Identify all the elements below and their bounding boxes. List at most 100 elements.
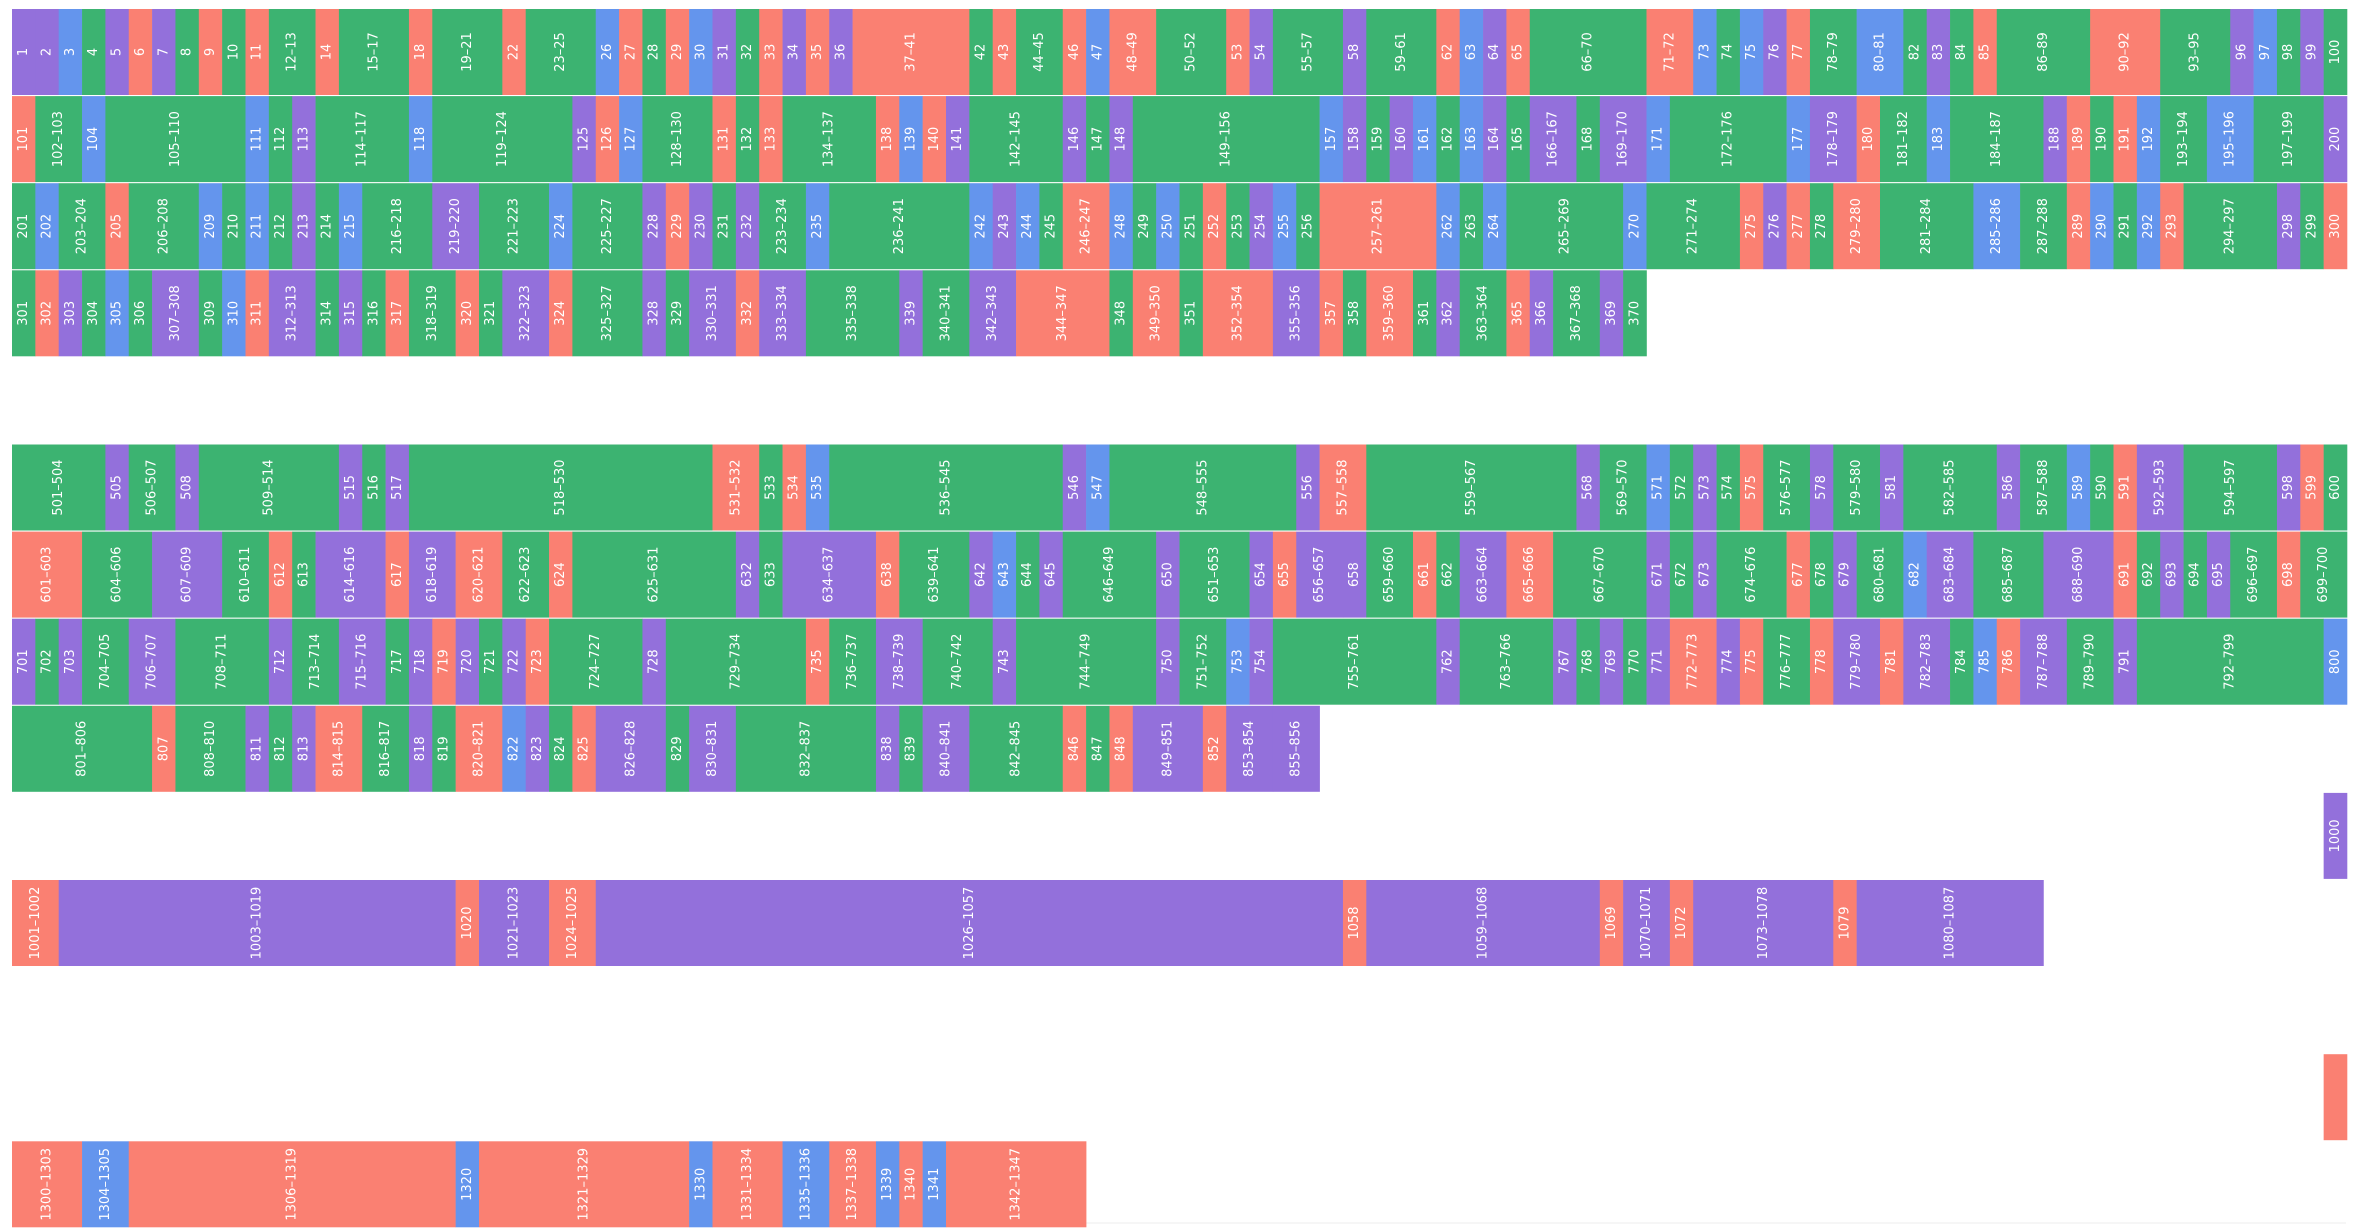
segment-642: 642: [969, 531, 993, 618]
segment-bar: [1669, 444, 1694, 531]
segment-bar: [2323, 183, 2348, 270]
segment-label: 1079: [1837, 906, 1852, 939]
segment-601–603: 601–603: [12, 531, 83, 618]
segment-610–611: 610–611: [222, 531, 270, 618]
segment-label: 589: [2071, 475, 2086, 500]
segment-bar: [502, 9, 526, 95]
segment-23–25: 23–25: [525, 9, 597, 95]
segment-bar: [665, 183, 690, 270]
segment-bar: [1272, 9, 1344, 95]
segment-label: 276: [1767, 214, 1782, 239]
segment-label: 590: [2094, 475, 2109, 500]
segment-label: 193–194: [2176, 111, 2191, 167]
segment-82: 82: [1903, 9, 1927, 95]
segment-645: 645: [1039, 531, 1064, 618]
segment-230: 230: [689, 183, 713, 270]
segment-bar: [1623, 618, 1647, 705]
segment-label: 93–95: [2188, 32, 2203, 72]
segment-bar: [1086, 96, 1110, 183]
segment-bar: [58, 270, 83, 357]
segment-535: 535: [805, 444, 830, 531]
segment-bar: [1950, 96, 2044, 183]
segment-578: 578: [1809, 444, 1834, 531]
segment-label: 674–676: [1744, 547, 1759, 603]
segment-label: 290: [2094, 214, 2109, 239]
segment-292: 292: [2136, 183, 2161, 270]
segment-bar: [1389, 96, 1414, 183]
segment-label: 644: [1020, 562, 1035, 587]
segment-32: 32: [735, 9, 760, 95]
segment-label: 47: [1090, 44, 1105, 61]
segment-bar: [2136, 96, 2161, 183]
segment-label: 852: [1207, 736, 1222, 761]
segment-label: 791: [2118, 649, 2133, 674]
segment-label: 663–664: [1476, 547, 1491, 603]
segment-1331–1334: 1331–1334: [712, 1141, 783, 1228]
segment-164: 164: [1483, 96, 1507, 183]
segment-285–286: 285–286: [1973, 183, 2021, 270]
segment-bar: [969, 9, 993, 95]
segment-bar: [1459, 270, 1507, 357]
segment-label: 830–831: [705, 721, 720, 777]
segment-label: 667–670: [1592, 547, 1607, 603]
segment-683–684: 683–684: [1926, 531, 1974, 618]
segment-label: 85: [1978, 44, 1993, 61]
segment-label: 617: [390, 562, 405, 587]
segment-bar: [619, 9, 643, 95]
segment-bar: [105, 270, 130, 357]
segment-label: 604–606: [110, 547, 125, 603]
segment-212: 212: [268, 183, 293, 270]
segment-bar: [1926, 531, 1974, 618]
segment-label: 330–331: [705, 285, 720, 341]
segment-bar: [1786, 183, 1811, 270]
segment-label: 1021–1023: [507, 887, 522, 960]
segment-bar: [549, 880, 597, 966]
segment-bar: [1599, 880, 1624, 966]
segment-bar: [2276, 531, 2301, 618]
segment-bar: [805, 9, 830, 95]
segment-bar: [2323, 618, 2348, 705]
segment-bar: [385, 618, 410, 705]
segment-label: 579–580: [1849, 459, 1864, 515]
segment-bar: [829, 183, 970, 270]
segment-bar: [105, 9, 130, 95]
segment-bar: [2300, 183, 2324, 270]
segment-215: 215: [338, 183, 363, 270]
segment-bar: [245, 9, 270, 95]
segment-589: 589: [2066, 444, 2091, 531]
segment-bar: [479, 270, 503, 357]
segment-label: 248: [1114, 214, 1129, 239]
segment-bar: [1926, 9, 1951, 95]
segment-label: 639–641: [927, 547, 942, 603]
segment-bar: [875, 1141, 900, 1228]
segment-246–247: 246–247: [1062, 183, 1110, 270]
segment-bar: [245, 183, 270, 270]
segment-853–854: 853–854: [1226, 705, 1274, 792]
segment-bar: [12, 531, 83, 618]
segment-1342–1347: 1342–1347: [946, 1141, 1087, 1228]
segment-333–334: 333–334: [759, 270, 807, 357]
segment-bar: [1016, 183, 1040, 270]
segment-bar: [12, 96, 36, 183]
segment-791: 791: [2113, 618, 2138, 705]
segment-253: 253: [1226, 183, 1250, 270]
segment-bar: [82, 96, 106, 183]
segment-label: 1080–1087: [1943, 887, 1958, 960]
segment-label: 48–49: [1125, 32, 1140, 72]
segment-329: 329: [665, 270, 690, 357]
segment-bar: [128, 9, 153, 95]
segment-bar: [2113, 444, 2138, 531]
segment-125: 125: [572, 96, 597, 183]
segment-label: 59–61: [1394, 32, 1409, 72]
segment-bar: [1459, 96, 1484, 183]
segment-label: 328: [647, 301, 662, 326]
segment-546: 546: [1062, 444, 1087, 531]
segment-786: 786: [1996, 618, 2021, 705]
segment-label: 335–338: [845, 285, 860, 341]
segment-348: 348: [1109, 270, 1134, 357]
segment-bar: [1272, 270, 1320, 357]
segment-label: 735: [810, 649, 825, 674]
segment-189: 189: [2066, 96, 2091, 183]
segment-label: 147: [1090, 127, 1105, 152]
segment-label: 692: [2141, 562, 2156, 587]
